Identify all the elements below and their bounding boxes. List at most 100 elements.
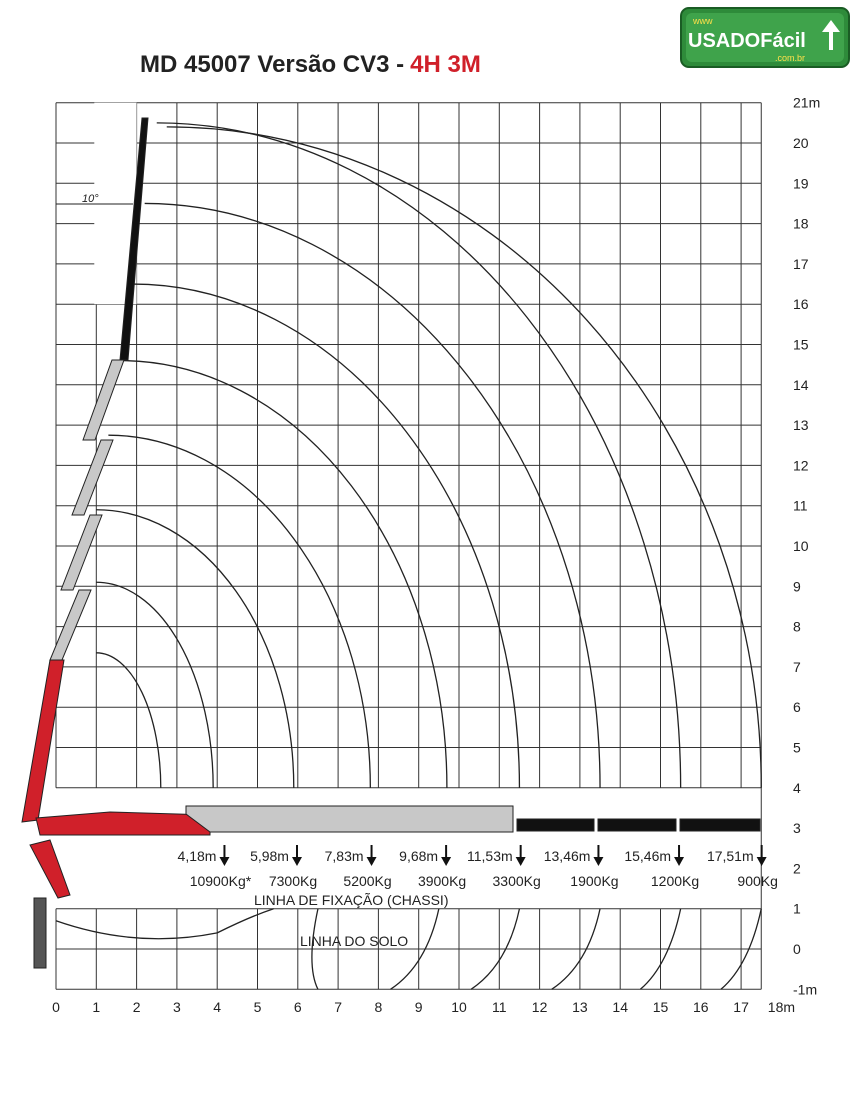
ground-arc: [390, 908, 440, 990]
load-label: 1900Kg: [570, 873, 618, 889]
boom-black: [679, 818, 761, 832]
y-tick-label: 10: [793, 538, 809, 554]
load-label: 10900Kg*: [190, 873, 252, 889]
angle-label: 10°: [82, 193, 99, 205]
reach-label: 13,46m: [544, 848, 591, 864]
y-tick-label: 21m: [793, 95, 820, 111]
labels: 10° LINHA DE FIXAÇÃO (CHASSI) LINHA DO S…: [82, 193, 778, 949]
reach-arrowhead: [593, 857, 604, 866]
logo-arrow: [822, 20, 840, 50]
reach-arrowhead: [366, 857, 377, 866]
y-tick-label: 7: [793, 659, 801, 675]
ground-arc: [55, 908, 274, 940]
logo: www USADOFácil .com.br: [680, 7, 850, 68]
x-tick-label: 13: [572, 999, 588, 1015]
crane: [21, 117, 761, 969]
reach-label: 17,51m: [707, 848, 754, 864]
boom-gray: [60, 514, 103, 591]
boom-gray: [82, 359, 125, 441]
reach-arrowhead: [515, 857, 526, 866]
load-label: 3300Kg: [493, 873, 541, 889]
logo-suffix: .com.br: [775, 53, 805, 63]
x-tick-label: 3: [173, 999, 181, 1015]
x-tick-label: 14: [612, 999, 628, 1015]
title: MD 45007 Versão CV3 -4H 3M: [140, 51, 481, 78]
x-tick-label: 9: [415, 999, 423, 1015]
y-tick-label: 19: [793, 175, 809, 191]
y-tick-label: 4: [793, 780, 801, 796]
title-main: MD 45007 Versão CV3 -: [140, 51, 404, 78]
reach-label: 9,68m: [399, 848, 438, 864]
title-highlight: 4H 3M: [410, 51, 481, 78]
logo-prefix: www: [692, 16, 713, 26]
y-tick-label: 14: [793, 377, 809, 393]
y-tick-label: 5: [793, 740, 801, 756]
y-tick-label: 13: [793, 417, 809, 433]
x-tick-label: 0: [52, 999, 60, 1015]
x-tick-label: 2: [133, 999, 141, 1015]
stabilizer: [33, 897, 47, 969]
boom-red: [21, 659, 65, 823]
x-tick-label: 4: [213, 999, 221, 1015]
reach-label: 5,98m: [250, 848, 289, 864]
y-tick-label: 9: [793, 578, 801, 594]
x-tick-label: 18m: [768, 999, 795, 1015]
ground-arc: [311, 908, 319, 990]
post-red: [29, 839, 71, 899]
x-tick-label: 11: [492, 999, 507, 1015]
fixation-line-label: LINHA DE FIXAÇÃO (CHASSI): [254, 892, 448, 908]
logo-name: USADOFácil: [688, 30, 806, 52]
boom-gray: [71, 439, 114, 516]
envelope-arc: [96, 581, 214, 788]
load-label: 3900Kg: [418, 873, 466, 889]
y-tick-label: 1: [793, 901, 801, 917]
y-tick-label: -1m: [793, 981, 817, 997]
envelope-arc: [166, 126, 762, 788]
reach-arrowhead: [756, 857, 767, 866]
load-label: 900Kg: [737, 873, 777, 889]
y-tick-label: 2: [793, 860, 801, 876]
y-tick-label: 12: [793, 457, 809, 473]
boom-red: [35, 811, 211, 836]
envelope-arc: [120, 359, 448, 788]
ground-arc: [720, 908, 762, 990]
load-label: 5200Kg: [343, 873, 391, 889]
x-tick-label: 6: [294, 999, 302, 1015]
envelope-arc: [156, 122, 682, 788]
boom-black: [597, 818, 677, 832]
boom-black: [516, 818, 595, 832]
x-tick-label: 8: [375, 999, 383, 1015]
x-tick-label: 7: [334, 999, 342, 1015]
load-label: 1200Kg: [651, 873, 699, 889]
envelope-arc: [132, 283, 521, 788]
ground-line-label: LINHA DO SOLO: [300, 933, 408, 949]
envelope-arc: [96, 509, 295, 788]
logo-inner: [686, 13, 844, 62]
envelope-arc: [144, 202, 601, 788]
y-tick-label: 16: [793, 296, 809, 312]
reach-label: 11,53m: [467, 848, 513, 864]
x-tick-label: 12: [532, 999, 548, 1015]
x-tick-label: 16: [693, 999, 709, 1015]
reach-arrowhead: [219, 857, 230, 866]
x-tick-label: 10: [451, 999, 467, 1015]
y-tick-label: 0: [793, 941, 801, 957]
x-tick-label: 1: [92, 999, 100, 1015]
x-tick-label: 15: [653, 999, 669, 1015]
envelope-arcs: [55, 122, 762, 990]
y-tick-label: 3: [793, 820, 801, 836]
y-tick-label: 8: [793, 619, 801, 635]
reach-arrowhead: [441, 857, 452, 866]
y-tick-label: 20: [793, 135, 809, 151]
load-label: 7300Kg: [269, 873, 317, 889]
boom-gray: [49, 589, 92, 661]
boom-gray: [185, 805, 514, 833]
reach-label: 7,83m: [325, 848, 364, 864]
ground-arc: [470, 908, 521, 990]
ground-arc: [551, 908, 601, 990]
reach-label: 4,18m: [178, 848, 217, 864]
boom-black: [119, 117, 149, 361]
x-tick-label: 5: [254, 999, 262, 1015]
